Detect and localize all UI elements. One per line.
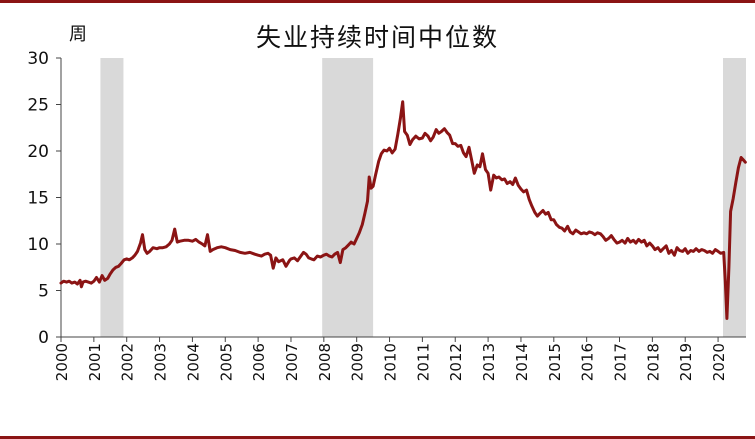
x-tick-label: 2018 bbox=[644, 343, 662, 381]
x-tick-label: 2003 bbox=[152, 343, 170, 381]
y-tick-label: 10 bbox=[27, 235, 49, 255]
top-rule bbox=[0, 0, 755, 3]
y-tick-label: 5 bbox=[38, 282, 49, 302]
x-tick-label: 2002 bbox=[119, 343, 137, 381]
x-tick-label: 2006 bbox=[250, 343, 268, 381]
x-tick-label: 2016 bbox=[579, 343, 597, 381]
x-tick-label: 2001 bbox=[86, 343, 104, 381]
chart-title: 失业持续时间中位数 bbox=[255, 23, 499, 52]
shaded-period-0 bbox=[100, 58, 124, 337]
x-tick-label: 2008 bbox=[316, 343, 334, 381]
x-tick-label: 2009 bbox=[349, 343, 367, 381]
x-tick-label: 2004 bbox=[184, 343, 202, 381]
x-tick-label: 2013 bbox=[480, 343, 498, 381]
x-tick-label: 2007 bbox=[283, 343, 301, 381]
x-tick-label: 2011 bbox=[414, 343, 432, 381]
x-tick-label: 2012 bbox=[447, 343, 465, 381]
x-tick-label: 2010 bbox=[382, 343, 400, 381]
bottom-rule bbox=[0, 436, 755, 439]
x-tick-label: 2015 bbox=[546, 343, 564, 381]
y-tick-label: 0 bbox=[38, 328, 49, 348]
y-tick-label: 20 bbox=[27, 142, 49, 162]
y-tick-label: 15 bbox=[27, 189, 49, 209]
x-tick-label: 2020 bbox=[710, 343, 728, 381]
x-tick-label: 2019 bbox=[677, 343, 695, 381]
x-tick-label: 2005 bbox=[217, 343, 235, 381]
y-tick-label: 30 bbox=[27, 49, 49, 69]
y-tick-label: 25 bbox=[27, 96, 49, 116]
shaded-period-1 bbox=[322, 58, 374, 337]
x-tick-label: 2017 bbox=[612, 343, 630, 381]
x-tick-label: 2014 bbox=[513, 343, 531, 381]
x-tick-label: 2000 bbox=[53, 343, 71, 381]
y-axis-unit-label: 周 bbox=[69, 24, 87, 45]
series-line bbox=[59, 100, 747, 320]
